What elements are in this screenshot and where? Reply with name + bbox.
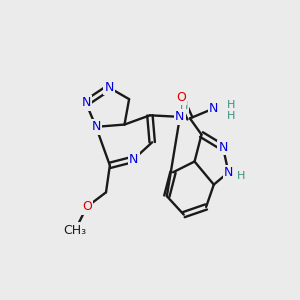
Text: CH₃: CH₃ [64,224,87,236]
Text: N: N [175,110,184,123]
Text: H: H [237,171,245,181]
Text: O: O [82,200,92,213]
Text: H: H [226,100,235,110]
Text: O: O [176,91,186,104]
Text: N: N [91,120,101,134]
Text: H: H [226,111,235,121]
Text: H: H [180,101,188,111]
Text: N: N [224,166,233,179]
Text: N: N [129,153,138,166]
Text: N: N [81,97,91,110]
Text: N: N [104,81,114,94]
Text: N: N [218,141,228,154]
Text: N: N [209,102,218,115]
